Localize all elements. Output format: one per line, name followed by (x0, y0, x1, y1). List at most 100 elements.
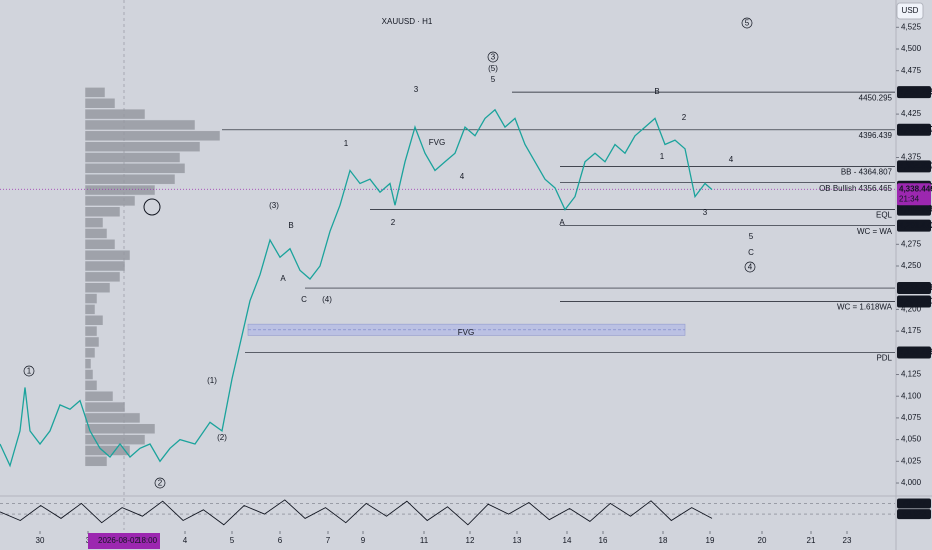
wave-label: 5 (749, 232, 754, 241)
y-tick-label: 4,475 (901, 66, 922, 75)
level-label: 4450.295 (859, 93, 893, 102)
wave-label: 1 (344, 139, 349, 148)
x-tick-label: 7 (326, 536, 331, 545)
wave-circle (744, 261, 756, 273)
volume-bar (84, 293, 98, 304)
x-tick-label: 21 (807, 536, 816, 545)
volume-bar (84, 163, 186, 174)
countdown: 21:34 (899, 194, 920, 203)
wave-label: (1) (207, 376, 217, 385)
price-badge (897, 123, 931, 136)
y-tick-label: 4,175 (901, 326, 922, 335)
circled-label: 4 (748, 263, 753, 272)
price-badge-label: 4,314.958 (899, 205, 932, 214)
volume-bar (84, 195, 136, 207)
circled-label: 1 (27, 367, 32, 376)
volume-bar (84, 130, 221, 142)
wave-label: B (654, 87, 659, 96)
osc-badge-label: 79.727 (902, 499, 927, 508)
price-line (0, 108, 713, 468)
crosshair-time: 18:00 (137, 536, 158, 545)
wave-label: A (559, 218, 565, 227)
price-badge (897, 282, 931, 295)
wave-circle (741, 17, 753, 29)
y-tick-label: 4,525 (901, 22, 922, 31)
wave-label: FVG (429, 138, 445, 147)
level-label: BB - 4364.807 (841, 167, 893, 176)
volume-bar (84, 152, 181, 163)
wave-label: 2 (682, 113, 687, 122)
y-tick-label: 4,200 (901, 305, 922, 314)
wave-label: 1 (660, 152, 665, 161)
x-tick-label: 18 (659, 536, 668, 545)
volume-bar (84, 304, 96, 315)
volume-bar (84, 239, 116, 250)
price-badge-label: 4,450.295 (899, 87, 932, 96)
price-badge (897, 203, 931, 216)
y-tick-label: 4,025 (901, 456, 922, 465)
volume-bar (84, 108, 146, 120)
y-tick-label: 4,425 (901, 109, 922, 118)
volume-bar (84, 380, 98, 391)
volume-bar (84, 119, 196, 131)
volume-bar (84, 336, 100, 348)
volume-bar (84, 141, 201, 152)
osc-badge (897, 509, 931, 520)
wave-label: (4) (322, 295, 332, 304)
wave-label: 2 (391, 218, 396, 227)
volume-bar (84, 217, 104, 228)
volume-bar (84, 249, 131, 261)
volume-bar (84, 206, 121, 218)
price-badge (897, 295, 931, 308)
level-label: EQL (876, 211, 893, 220)
cursor-circle (143, 198, 161, 216)
price-badge-label: 4,296.473 (899, 221, 932, 230)
price-badge-label: 4,150.409 (899, 348, 932, 357)
volume-bar (84, 228, 108, 239)
price-badge-label: 4,364.807 (899, 161, 932, 170)
volume-bar (84, 390, 114, 402)
wave-label: (2) (217, 433, 227, 442)
wave-label: C (301, 295, 307, 304)
circled-label: 3 (491, 53, 496, 62)
y-tick-label: 4,375 (901, 153, 922, 162)
wave-label: 3 (703, 208, 708, 217)
level-label: 4396.439 (859, 131, 893, 140)
y-tick-label: 4,275 (901, 239, 922, 248)
crosshair-badge (88, 533, 160, 549)
x-tick-label: 16 (599, 536, 608, 545)
y-tick-label: 4,125 (901, 370, 922, 379)
wave-circle (487, 51, 499, 63)
volume-bar (84, 260, 126, 272)
wave-circle (23, 365, 35, 377)
volume-bar (84, 87, 106, 98)
circled-label: 5 (745, 19, 750, 28)
volume-bar (84, 358, 92, 369)
wave-label: 4 (460, 172, 465, 181)
y-tick-label: 4,250 (901, 261, 922, 270)
wave-label: FVG (458, 328, 474, 337)
x-tick-label: 9 (361, 536, 366, 545)
volume-bar (84, 325, 98, 337)
level-label: WC = WA (857, 227, 893, 236)
price-badge-label: 4,406.917 (899, 125, 932, 134)
wave-label: (3) (269, 201, 279, 210)
volume-bar (84, 315, 104, 326)
wave-label: B (288, 221, 293, 230)
volume-bar (84, 184, 156, 196)
level-label: PDL (876, 354, 892, 363)
wave-label: 3 (414, 85, 419, 94)
volume-bar (84, 456, 108, 467)
x-tick-label: 4 (183, 536, 188, 545)
y-tick-label: 4,050 (901, 435, 922, 444)
y-tick-label: 4,075 (901, 413, 922, 422)
wave-label: 5 (491, 75, 496, 84)
level-label: OB Bullish 4356.465 (819, 184, 892, 193)
price-badge (897, 219, 931, 232)
currency-box[interactable] (896, 2, 924, 20)
price-badge (897, 346, 931, 359)
wave-label: 4 (729, 155, 734, 164)
volume-bar (84, 98, 116, 109)
y-tick-label: 4,000 (901, 478, 922, 487)
